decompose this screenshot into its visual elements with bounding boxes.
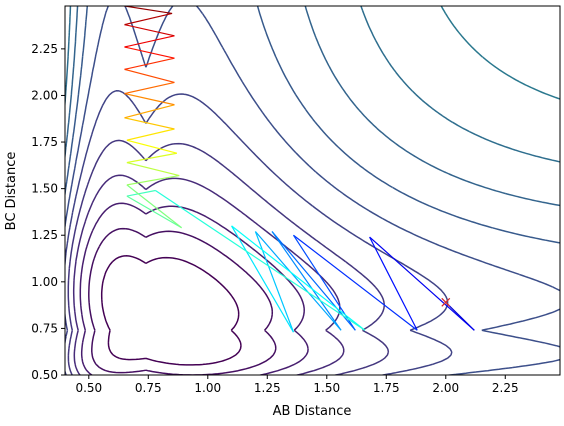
y-tick-label: 1.25 bbox=[31, 228, 58, 242]
trajectory-segment bbox=[271, 231, 342, 331]
trajectory-segment bbox=[271, 231, 356, 331]
energy-contours bbox=[65, 6, 560, 375]
trajectory-segment bbox=[126, 128, 175, 141]
x-tick-label: 1.75 bbox=[373, 381, 400, 395]
y-tick-label: 2.25 bbox=[31, 42, 58, 56]
x-tick-label: 0.50 bbox=[75, 381, 102, 395]
trajectory-segment bbox=[293, 234, 418, 331]
trajectory-segment bbox=[124, 93, 175, 106]
trajectory-segment bbox=[124, 6, 173, 15]
contour-line bbox=[88, 227, 277, 375]
y-tick-label: 1.00 bbox=[31, 275, 58, 289]
contour-line bbox=[72, 174, 345, 375]
trajectory-segment bbox=[126, 175, 180, 186]
x-tick-label: 2.00 bbox=[432, 381, 459, 395]
trajectory-segment bbox=[369, 236, 475, 331]
x-axis-label: AB Distance bbox=[273, 404, 352, 419]
trajectory-segment bbox=[155, 190, 366, 331]
trajectory-segment bbox=[124, 104, 175, 119]
x-tick-label: 1.50 bbox=[313, 381, 340, 395]
y-axis-label: BC Distance bbox=[4, 152, 19, 231]
contour-line bbox=[100, 255, 242, 366]
trajectory-segment bbox=[124, 12, 173, 26]
y-tick-label: 1.50 bbox=[31, 182, 58, 196]
trajectory-segment bbox=[124, 117, 175, 130]
x-tick-label: 2.25 bbox=[492, 381, 519, 395]
start-point-marker bbox=[441, 297, 451, 307]
trajectory-segment bbox=[126, 195, 182, 229]
trajectory-segment bbox=[254, 231, 295, 333]
y-tick-label: 0.75 bbox=[31, 321, 58, 335]
trajectory-segment bbox=[369, 236, 418, 331]
y-tick-label: 1.75 bbox=[31, 135, 58, 149]
x-tick-label: 1.25 bbox=[254, 381, 281, 395]
contour-line bbox=[65, 6, 560, 375]
trajectory-segment bbox=[126, 184, 182, 229]
axes-frame bbox=[64, 5, 561, 376]
contour-line bbox=[65, 6, 560, 244]
y-tick-label: 0.50 bbox=[31, 368, 58, 382]
trajectory-segment bbox=[124, 57, 175, 70]
x-axis-ticks: 0.50 0.75 1.00 1.25 1.50 1.75 2.00 2.25 bbox=[75, 375, 519, 395]
y-axis-ticks: 0.50 0.75 1.00 1.25 1.50 1.75 2.00 2.25 bbox=[31, 42, 65, 382]
trajectory-segment bbox=[231, 225, 366, 331]
trajectory-segment bbox=[126, 161, 180, 177]
trajectory-segment bbox=[126, 139, 178, 154]
trajectory-segment bbox=[124, 81, 175, 95]
trajectory-segment bbox=[231, 225, 294, 333]
trajectory-segment bbox=[126, 189, 156, 197]
x-tick-label: 1.00 bbox=[194, 381, 221, 395]
trajectory-segment bbox=[124, 35, 175, 48]
trajectory-segment bbox=[126, 152, 177, 164]
trajectory-segment bbox=[124, 46, 175, 59]
trajectory-path bbox=[124, 6, 475, 333]
contour-line bbox=[65, 6, 560, 100]
y-tick-label: 2.00 bbox=[31, 88, 58, 102]
start-marker-stroke bbox=[441, 297, 451, 307]
trajectory-segment bbox=[124, 68, 175, 83]
contour-line bbox=[65, 90, 453, 375]
trajectory-segment bbox=[254, 231, 342, 331]
trajectory-segment bbox=[124, 24, 175, 37]
x-tick-label: 0.75 bbox=[135, 381, 162, 395]
